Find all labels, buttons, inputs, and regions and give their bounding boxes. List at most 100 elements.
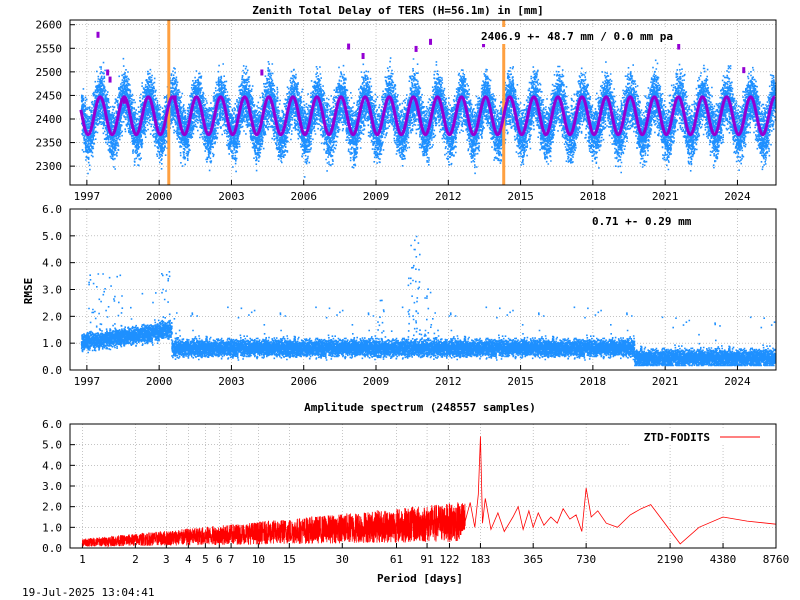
ztd-y-tick-labels: 2300 2350 2400 2450 2500 2550 2600 <box>36 19 63 173</box>
ztd-model-line <box>79 95 776 137</box>
spectrum-line <box>82 436 777 548</box>
spectrum-x-tick-label: 10 <box>252 553 265 566</box>
ztd-y-tick-label: 2600 <box>36 19 63 32</box>
ztd-x-tick-label: 2006 <box>290 190 317 203</box>
spectrum-x-tick-label: 3 <box>163 553 170 566</box>
ztd-outlier-point <box>123 97 127 104</box>
ztd-x-tick-label: 1997 <box>74 190 101 203</box>
ztd-plot-frame <box>69 19 777 186</box>
rmse-annotation: 0.71 +- 0.29 mm <box>592 215 692 228</box>
ztd-outlier-point <box>482 41 486 48</box>
spectrum-title: Amplitude spectrum (248557 samples) <box>304 401 536 414</box>
rmse-y-tick-label: 1.0 <box>42 337 62 350</box>
spectrum-x-tick-label: 61 <box>390 553 403 566</box>
ztd-panel: Zenith Total Delay of TERS (H=56.1m) in … <box>36 4 777 203</box>
rmse-y-tick-label: 5.0 <box>42 230 62 243</box>
ztd-annotation: 2406.9 +- 48.7 mm / 0.0 mm pa <box>481 30 673 43</box>
rmse-x-tick-label: 2012 <box>435 375 462 388</box>
rmse-x-tick-label: 2000 <box>146 375 173 388</box>
spectrum-x-tick-label: 2190 <box>657 553 684 566</box>
rmse-x-tick-label: 2009 <box>363 375 390 388</box>
ztd-x-tick-label: 2012 <box>435 190 462 203</box>
spectrum-plot-frame <box>69 423 777 549</box>
rmse-x-tick-label: 2024 <box>724 375 751 388</box>
ztd-outlier-point <box>742 67 746 74</box>
ztd-annotation-bg <box>474 27 714 44</box>
ztd-x-tick-label: 2015 <box>507 190 534 203</box>
rmse-y-tick-label: 2.0 <box>42 310 62 323</box>
spectrum-x-tick-label: 2 <box>132 553 139 566</box>
rmse-data-cloud <box>80 235 777 367</box>
spectrum-x-tick-label: 730 <box>576 553 596 566</box>
rmse-x-tick-label: 2018 <box>580 375 607 388</box>
rmse-plot-frame <box>69 208 777 371</box>
rmse-y-tick-label: 3.0 <box>42 284 62 297</box>
ztd-y-tick-label: 2550 <box>36 42 63 55</box>
ztd-title: Zenith Total Delay of TERS (H=56.1m) in … <box>252 4 543 17</box>
ztd-outlier-point <box>414 45 418 52</box>
rmse-y-axis-label: RMSE <box>22 278 35 305</box>
ztd-x-tick-label: 2021 <box>652 190 679 203</box>
footer-timestamp: 19-Jul-2025 13:04:41 <box>22 586 154 599</box>
spectrum-y-tick-label: 1.0 <box>42 521 62 534</box>
rmse-x-tick-labels: 1997 2000 2003 2006 2009 2012 2015 2018 2021 2024 <box>74 375 751 388</box>
ztd-outlier-point <box>260 69 264 76</box>
spectrum-y-tick-label: 3.0 <box>42 480 62 493</box>
spectrum-x-tick-labels: 1 2 3 4 5 6 7 10 15 30 61 91 122 183 365 730 2190 4380 876… <box>79 553 789 566</box>
ztd-outlier-point <box>96 31 100 38</box>
rmse-y-tick-label: 6.0 <box>42 203 62 216</box>
ztd-outlier-point <box>106 69 110 76</box>
rmse-x-tick-label: 2015 <box>507 375 534 388</box>
ztd-outlier-point <box>173 95 177 102</box>
ztd-outlier-point <box>677 43 681 50</box>
ztd-y-tick-label: 2400 <box>36 113 63 126</box>
spectrum-legend: ZTD-FODITS <box>630 429 772 445</box>
spectrum-y-tick-label: 4.0 <box>42 459 62 472</box>
ztd-seasonal-model <box>79 95 776 137</box>
rmse-x-tick-label: 2021 <box>652 375 679 388</box>
rmse-x-tick-label: 2003 <box>218 375 245 388</box>
rmse-y-tick-label: 0.0 <box>42 364 62 377</box>
spectrum-y-tick-label: 6.0 <box>42 418 62 431</box>
rmse-x-tick-label: 1997 <box>74 375 101 388</box>
spectrum-x-tick-label: 365 <box>523 553 543 566</box>
ztd-x-tick-label: 2003 <box>218 190 245 203</box>
spectrum-x-tick-label: 6 <box>216 553 223 566</box>
spectrum-y-tick-label: 0.0 <box>42 542 62 555</box>
spectrum-legend-bg <box>630 429 772 445</box>
ztd-change-marker <box>502 20 506 185</box>
spectrum-x-tick-label: 91 <box>420 553 433 566</box>
ztd-y-tick-label: 2500 <box>36 66 63 79</box>
rmse-panel: 0.0 1.0 2.0 3.0 4.0 5.0 6.0 1997 2000 2003 2006 20… <box>22 203 777 388</box>
ztd-data-cloud <box>80 57 777 178</box>
ztd-x-tick-label: 2009 <box>363 190 390 203</box>
rmse-y-tick-labels: 0.0 1.0 2.0 3.0 4.0 5.0 6.0 <box>42 203 62 377</box>
ztd-data-points <box>80 57 777 178</box>
spectrum-x-tick-label: 8760 <box>763 553 790 566</box>
ztd-x-tick-labels: 1997 2000 2003 2006 2009 2012 2015 2018 2021 2024 <box>74 190 751 203</box>
spectrum-y-tick-label: 2.0 <box>42 501 62 514</box>
spectrum-x-tick-label: 183 <box>471 553 491 566</box>
ztd-outliers <box>96 31 746 104</box>
ztd-outlier-point <box>429 38 433 45</box>
spectrum-legend-label: ZTD-FODITS <box>644 431 710 444</box>
spectrum-x-tick-label: 5 <box>202 553 209 566</box>
ztd-y-tick-label: 2450 <box>36 89 63 102</box>
ztd-outlier-point <box>361 53 365 59</box>
spectrum-x-tick-label: 15 <box>283 553 296 566</box>
spectrum-series-line <box>82 436 777 548</box>
ztd-x-tick-label: 2000 <box>146 190 173 203</box>
spectrum-y-tick-label: 5.0 <box>42 439 62 452</box>
spectrum-x-tick-label: 4380 <box>710 553 737 566</box>
ztd-outlier-point <box>108 76 112 83</box>
rmse-data-points <box>80 235 777 367</box>
ztd-x-tick-label: 2024 <box>724 190 751 203</box>
spectrum-y-tick-labels: 0.0 1.0 2.0 3.0 4.0 5.0 6.0 <box>42 418 62 555</box>
rmse-x-tick-label: 2006 <box>290 375 317 388</box>
spectrum-x-axis-label: Period [days] <box>377 572 463 585</box>
ztd-y-tick-label: 2350 <box>36 137 63 150</box>
spectrum-x-tick-label: 30 <box>336 553 349 566</box>
spectrum-x-tick-label: 4 <box>185 553 192 566</box>
spectrum-x-tick-label: 122 <box>440 553 460 566</box>
